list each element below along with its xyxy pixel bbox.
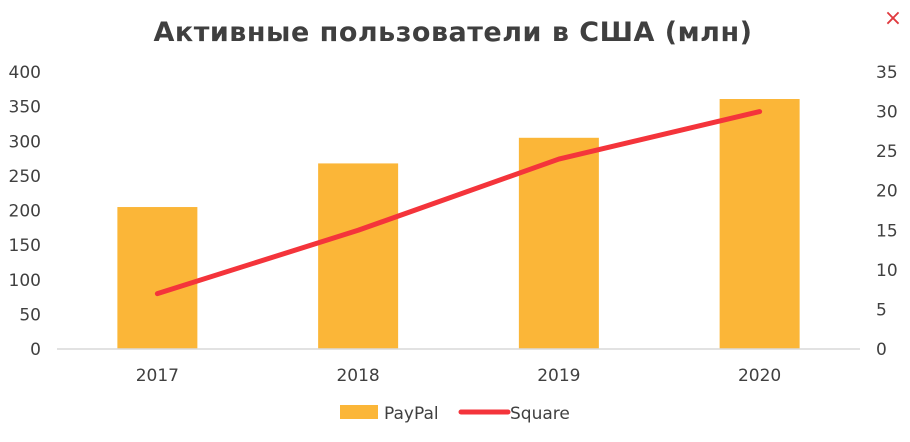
left-axis: 0 50 100 150 200 250 300 350 400 <box>9 63 41 360</box>
point-square <box>558 158 560 160</box>
x-tick-label: 2019 <box>537 366 580 386</box>
right-axis: 0 5 10 15 20 25 30 35 <box>876 63 898 360</box>
right-tick-label: 5 <box>876 300 887 320</box>
bar-paypal <box>518 137 599 349</box>
left-tick-label: 300 <box>9 132 41 152</box>
left-tick-label: 150 <box>9 236 41 256</box>
line-series-square <box>154 109 763 297</box>
left-tick-label: 400 <box>9 63 41 83</box>
bar-paypal <box>318 163 399 349</box>
close-icon[interactable]: × <box>884 6 902 31</box>
legend-square-label: Square <box>510 404 570 424</box>
point-square <box>156 293 158 295</box>
left-tick-label: 50 <box>19 305 41 325</box>
right-tick-label: 35 <box>876 63 898 83</box>
left-tick-label: 0 <box>30 340 41 360</box>
left-tick-label: 200 <box>9 202 41 222</box>
x-axis: 2017 2018 2019 2020 <box>136 366 782 386</box>
legend-paypal-swatch <box>340 405 378 419</box>
bar-paypal <box>117 207 198 349</box>
left-tick-label: 100 <box>9 271 41 291</box>
right-tick-label: 25 <box>876 142 898 162</box>
x-tick-label: 2017 <box>136 366 179 386</box>
x-tick-label: 2018 <box>336 366 379 386</box>
x-tick-label: 2020 <box>738 366 781 386</box>
right-tick-label: 15 <box>876 221 898 241</box>
bar-series-paypal <box>117 99 800 349</box>
right-tick-label: 20 <box>876 182 898 202</box>
right-tick-label: 0 <box>876 340 887 360</box>
point-square <box>357 229 359 231</box>
legend: PayPal Square <box>340 404 570 424</box>
right-tick-label: 30 <box>876 103 898 123</box>
bar-paypal <box>719 99 800 349</box>
right-tick-label: 10 <box>876 261 898 281</box>
line-square <box>154 109 763 297</box>
left-tick-label: 250 <box>9 167 41 187</box>
chart-title: Активные пользователи в США (млн) <box>154 17 753 48</box>
point-square <box>759 111 761 113</box>
left-tick-label: 350 <box>9 98 41 118</box>
legend-paypal-label: PayPal <box>384 404 439 424</box>
